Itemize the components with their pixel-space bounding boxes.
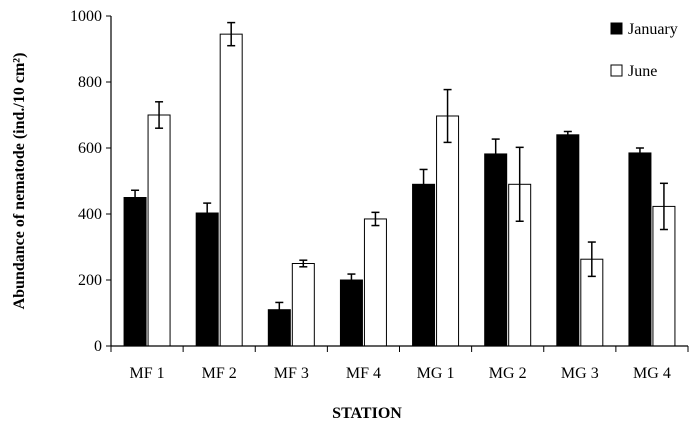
- y-tick-label: 600: [78, 140, 102, 157]
- x-axis-title: STATION: [332, 405, 402, 422]
- error-bar-june-mf3: [299, 259, 308, 268]
- bar-june-mf3: [291, 263, 315, 347]
- error-bar-january-mf1: [131, 189, 140, 206]
- x-tick-label: MG 4: [633, 365, 671, 382]
- error-bar-june-mf2: [227, 21, 236, 47]
- legend-swatch: [610, 64, 623, 77]
- bar-january-mg4: [628, 152, 652, 347]
- bar-january-mg1: [412, 183, 436, 347]
- error-bar-june-mg1: [443, 88, 452, 144]
- x-tick-label: MF 3: [274, 365, 309, 382]
- x-tick-label: MG 3: [561, 365, 599, 382]
- y-tick-label: 400: [78, 206, 102, 223]
- y-axis-title: Abundance of nematode (ind./10 cm²): [11, 53, 28, 310]
- legend-item-january: January: [610, 21, 678, 38]
- bar-january-mf2: [195, 212, 219, 347]
- error-bar-june-mg2: [515, 146, 524, 223]
- x-tick-label: MF 4: [346, 365, 381, 382]
- bar-june-mf4: [363, 218, 387, 347]
- x-tick-label: MF 1: [130, 365, 165, 382]
- error-bar-june-mg4: [659, 182, 668, 231]
- bar-january-mg2: [484, 153, 508, 347]
- y-tick-label: 200: [78, 272, 102, 289]
- error-bar-january-mf3: [275, 301, 284, 318]
- y-tick-label: 0: [94, 338, 102, 355]
- legend-label: June: [628, 63, 657, 80]
- error-bar-june-mf4: [371, 211, 380, 227]
- x-tick-label: MG 2: [489, 365, 527, 382]
- error-bar-january-mg4: [635, 147, 644, 159]
- error-bar-january-mg3: [563, 130, 572, 139]
- error-bar-june-mg3: [587, 241, 596, 278]
- bar-january-mg3: [556, 134, 580, 347]
- error-bar-january-mg2: [491, 138, 500, 170]
- legend-label: January: [628, 21, 678, 38]
- bars-layer: [123, 33, 676, 347]
- bar-june-mf1: [147, 114, 171, 347]
- bar-june-mg1: [436, 115, 460, 347]
- y-ticks-layer: 0 200 400 600 800 1000: [70, 8, 111, 355]
- bar-january-mf1: [123, 197, 147, 347]
- x-tick-label: MG 1: [417, 365, 455, 382]
- error-bar-january-mf4: [347, 273, 356, 287]
- bar-june-mf2: [219, 33, 243, 347]
- legend-swatch: [610, 22, 623, 35]
- error-bar-january-mg1: [419, 168, 428, 200]
- error-bar-january-mf2: [203, 202, 212, 224]
- error-bar-june-mf1: [155, 101, 164, 129]
- x-tick-label: MF 2: [202, 365, 237, 382]
- y-tick-label: 800: [78, 74, 102, 91]
- bar-january-mf4: [339, 279, 363, 347]
- x-ticks-layer: MF 1 MF 2 MF 3 MF 4 MG 1 MG 2 MG 3 MG 4: [110, 346, 689, 382]
- legend-item-june: June: [610, 63, 657, 80]
- error-bars-layer: [131, 21, 668, 318]
- y-tick-label: 1000: [70, 8, 102, 25]
- legend: January June: [610, 21, 678, 80]
